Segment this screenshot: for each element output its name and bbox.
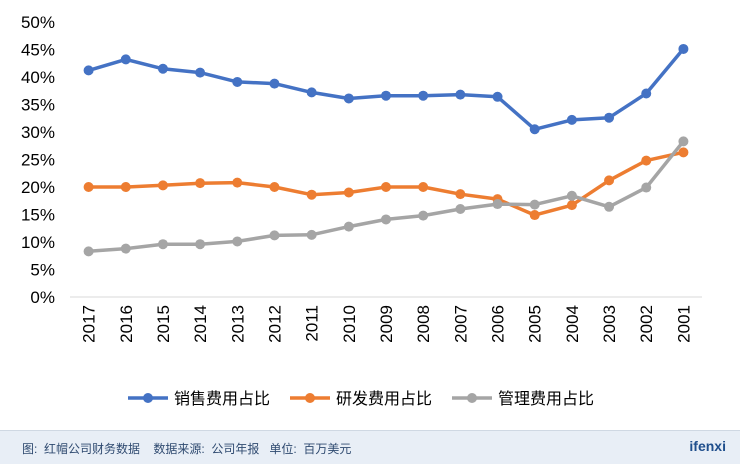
y-tick-label: 45% bbox=[21, 41, 55, 60]
data-point bbox=[343, 93, 354, 104]
data-point bbox=[641, 182, 652, 193]
data-point bbox=[529, 199, 540, 210]
data-point bbox=[232, 177, 243, 188]
x-tick-label: 2002 bbox=[637, 305, 656, 343]
data-point bbox=[678, 147, 689, 158]
data-point bbox=[157, 239, 168, 250]
x-tick-label: 2011 bbox=[303, 305, 322, 342]
x-tick-label: 2001 bbox=[674, 305, 693, 343]
x-tick-label: 2010 bbox=[340, 305, 359, 343]
series-group bbox=[83, 43, 689, 135]
data-point bbox=[418, 90, 429, 101]
data-point bbox=[381, 90, 391, 101]
data-point bbox=[381, 214, 391, 225]
data-point bbox=[120, 54, 131, 65]
brand-logo: ifenxi bbox=[689, 438, 726, 454]
data-point bbox=[269, 182, 280, 192]
data-point bbox=[195, 67, 206, 78]
legend-swatch-marker bbox=[467, 393, 477, 403]
data-point bbox=[120, 182, 131, 192]
x-tick-label: 2016 bbox=[117, 305, 136, 343]
y-tick-label: 20% bbox=[21, 178, 55, 197]
chart-svg: 0% 5% 10% 15% 20% 25% 30% 35% 40% 45% 50% 2017 2016… bbox=[21, 13, 702, 408]
y-tick-label: 0% bbox=[30, 288, 55, 307]
y-tick-label: 50% bbox=[21, 13, 55, 32]
data-point bbox=[157, 63, 168, 74]
x-tick-label: 2004 bbox=[563, 305, 582, 343]
x-tick-label: 2013 bbox=[228, 305, 247, 343]
source-note: 图: 红帽公司财务数据 数据来源: 公司年报 单位: 百万美元 bbox=[22, 442, 352, 456]
x-tick-label: 2007 bbox=[451, 305, 470, 343]
legend: 销售费用占比 研发费用占比 管理费用占比 bbox=[128, 390, 594, 408]
data-point bbox=[269, 230, 280, 241]
series-line bbox=[86, 139, 686, 254]
data-point bbox=[343, 221, 354, 232]
data-point bbox=[195, 178, 206, 189]
data-point bbox=[195, 239, 206, 250]
x-tick-label: 2009 bbox=[377, 305, 396, 343]
data-point bbox=[604, 201, 615, 212]
data-point bbox=[566, 190, 577, 201]
data-point bbox=[529, 124, 540, 135]
x-tick-label: 2006 bbox=[489, 305, 508, 343]
data-point bbox=[641, 155, 652, 166]
series-group bbox=[83, 136, 689, 257]
x-tick-label: 2005 bbox=[526, 305, 545, 343]
y-tick-label: 15% bbox=[21, 206, 55, 225]
y-tick-label: 5% bbox=[30, 261, 55, 280]
y-tick-label: 35% bbox=[21, 96, 55, 115]
data-point bbox=[604, 112, 615, 123]
legend-label: 管理费用占比 bbox=[498, 390, 594, 408]
data-point bbox=[492, 199, 503, 210]
data-point bbox=[381, 182, 391, 192]
data-point bbox=[120, 243, 131, 254]
y-tick-label: 25% bbox=[21, 151, 55, 170]
series-line bbox=[86, 47, 686, 132]
y-tick-label: 10% bbox=[21, 233, 55, 252]
data-point bbox=[306, 229, 317, 240]
legend-label: 研发费用占比 bbox=[336, 390, 432, 408]
data-point bbox=[566, 200, 577, 211]
data-point bbox=[604, 175, 615, 186]
x-tick-label: 2008 bbox=[414, 305, 433, 343]
x-tick-label: 2012 bbox=[265, 305, 284, 343]
y-tick-label: 40% bbox=[21, 68, 55, 87]
x-tick-label: 2003 bbox=[600, 305, 619, 343]
data-point bbox=[418, 182, 429, 192]
x-tick-label: 2015 bbox=[154, 305, 173, 343]
legend-label: 销售费用占比 bbox=[174, 390, 270, 408]
data-point bbox=[232, 76, 243, 87]
data-point bbox=[418, 210, 429, 221]
data-point bbox=[83, 246, 94, 257]
series-layer bbox=[83, 43, 689, 257]
series-group bbox=[83, 147, 689, 221]
line-chart: 0% 5% 10% 15% 20% 25% 30% 35% 40% 45% 50% 2017 2016… bbox=[21, 13, 702, 408]
data-point bbox=[678, 43, 689, 54]
data-point bbox=[455, 204, 466, 214]
data-point bbox=[641, 88, 652, 99]
y-tick-label: 30% bbox=[21, 123, 55, 142]
data-point bbox=[306, 87, 317, 98]
data-point bbox=[678, 136, 689, 147]
data-point bbox=[269, 78, 280, 89]
data-point bbox=[455, 89, 466, 100]
y-axis-ticks: 0% 5% 10% 15% 20% 25% 30% 35% 40% 45% 50% bbox=[21, 13, 55, 307]
data-point bbox=[455, 189, 466, 200]
data-point bbox=[157, 180, 168, 191]
legend-swatch-marker bbox=[305, 393, 315, 403]
data-point bbox=[492, 91, 503, 102]
data-point bbox=[566, 114, 577, 125]
data-point bbox=[306, 189, 317, 200]
footer-bar: 图: 红帽公司财务数据 数据来源: 公司年报 单位: 百万美元 ifenxi bbox=[0, 430, 740, 464]
x-tick-label: 2014 bbox=[191, 305, 210, 343]
data-point bbox=[232, 236, 243, 247]
data-point bbox=[83, 182, 94, 192]
legend-swatch-marker bbox=[143, 393, 153, 403]
data-point bbox=[529, 210, 540, 221]
data-point bbox=[343, 187, 354, 198]
data-point bbox=[83, 65, 94, 76]
x-axis-ticks: 2017 2016 2015 2014 2013 2012 2011 2010 2009 2008… bbox=[80, 305, 694, 343]
x-tick-label: 2017 bbox=[80, 305, 99, 343]
